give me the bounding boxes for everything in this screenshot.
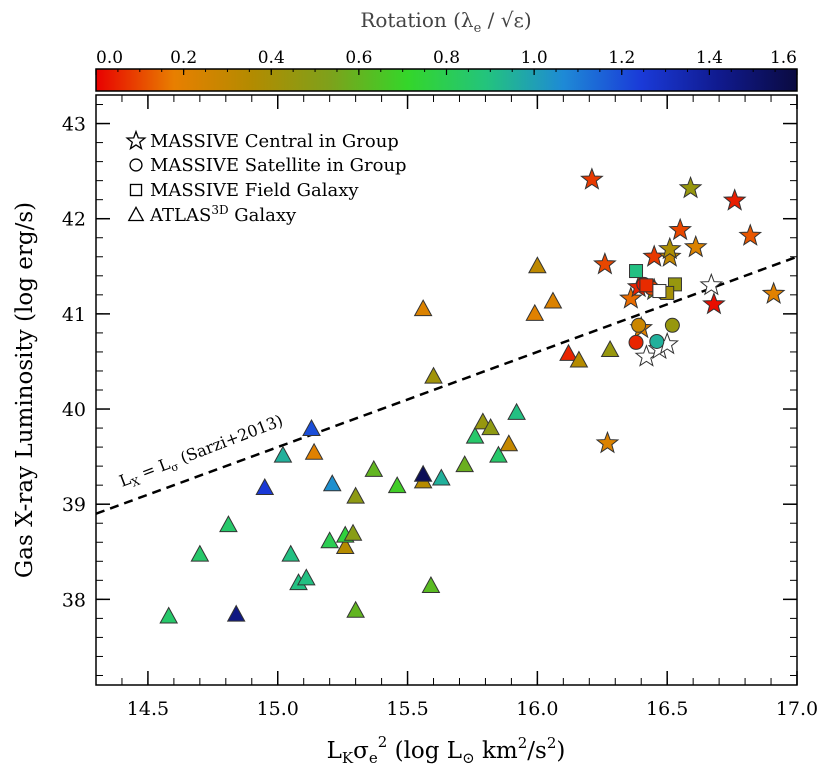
x-tick-label: 16.0	[516, 698, 558, 720]
point-star	[668, 217, 692, 241]
point-star	[738, 223, 763, 246]
point-triangle	[320, 531, 340, 549]
legend: MASSIVE Central in Group MASSIVE Satelli…	[125, 129, 407, 226]
x-tick-label: 14.5	[127, 698, 169, 720]
point-star	[580, 167, 604, 190]
x-tick-label: 15.0	[257, 698, 299, 720]
point-triangle	[273, 445, 293, 463]
point-triangle	[304, 442, 324, 460]
y-tick-label: 42	[62, 209, 86, 231]
point-star	[657, 244, 682, 267]
point-triangle	[302, 418, 321, 437]
point-triangle	[335, 536, 355, 555]
colorbar-tick-label: 0.8	[433, 48, 460, 68]
point-triangle	[322, 474, 342, 492]
point-circle	[649, 333, 665, 349]
point-triangle	[499, 434, 519, 452]
point-triangle	[413, 464, 433, 482]
point-triangle	[190, 544, 210, 562]
point-triangle	[543, 291, 563, 309]
legend-label-field: MASSIVE Field Galaxy	[150, 180, 359, 201]
point-triangle	[528, 256, 547, 274]
colorbar-tick-label: 1.4	[696, 48, 723, 68]
x-tick-label: 15.5	[386, 698, 428, 720]
legend-label-central: MASSIVE Central in Group	[150, 131, 399, 152]
point-triangle	[387, 476, 407, 494]
data-points	[159, 167, 786, 624]
y-tick-label: 39	[62, 494, 86, 516]
point-triangle	[346, 600, 365, 618]
point-triangle	[431, 468, 451, 486]
point-triangle	[481, 418, 500, 436]
x-axis-title: LKσe2 (log L⊙ km2/s2)	[327, 733, 566, 767]
point-star	[702, 291, 726, 315]
colorbar-tick-label: 0.6	[345, 48, 372, 68]
point-triangle	[346, 486, 365, 504]
point-triangle	[281, 544, 301, 562]
legend-marker-square	[129, 183, 143, 197]
y-axis-title: Gas X-ray Luminosity (log erg/s)	[12, 202, 38, 578]
point-circle	[631, 317, 647, 333]
point-star	[722, 188, 747, 211]
legend-label-satellite: MASSIVE Satellite in Group	[150, 155, 407, 176]
legend-marker-triangle	[127, 205, 145, 222]
point-star	[761, 281, 786, 304]
point-star	[657, 236, 682, 260]
point-triangle	[413, 299, 433, 317]
point-triangle	[159, 606, 179, 624]
point-triangle	[343, 523, 363, 541]
colorbar-tick-label: 0.2	[170, 48, 197, 68]
point-triangle	[507, 402, 526, 420]
point-circle	[628, 334, 644, 350]
colorbar-title: Rotation (λe / √ε)	[360, 8, 531, 36]
point-square	[639, 278, 654, 293]
y-tick-label: 43	[62, 114, 86, 136]
legend-marker-circle	[129, 158, 143, 172]
colorbar-tick-label: 0.4	[258, 48, 285, 68]
colorbar-tick-label: 1.6	[770, 48, 797, 68]
x-tick-label: 16.5	[646, 698, 688, 720]
colorbar-tick-label: 1.2	[608, 48, 635, 68]
point-star	[678, 175, 703, 199]
point-triangle	[600, 339, 620, 358]
legend-marker-star	[125, 129, 147, 151]
point-triangle	[455, 455, 475, 473]
point-triangle	[226, 604, 246, 622]
legend-markers	[125, 129, 147, 222]
point-triangle	[364, 459, 384, 477]
colorbar-tick-label: 0.0	[96, 48, 123, 68]
point-triangle	[421, 575, 441, 594]
point-square	[629, 264, 644, 279]
point-triangle	[255, 477, 275, 496]
axis-ticks: 14.5 15.0 15.5 16.0 16.5 17.0 38 39 40 41 42 43	[62, 95, 818, 720]
sarzi-relation-line	[96, 255, 797, 515]
point-star	[595, 430, 620, 454]
point-triangle	[569, 350, 589, 368]
point-star	[619, 286, 643, 309]
point-triangle	[424, 366, 443, 384]
point-triangle	[219, 515, 238, 533]
point-square	[652, 284, 667, 299]
x-tick-label: 17.0	[776, 698, 818, 720]
y-tick-label: 38	[62, 589, 86, 611]
colorbar-tick-label: 1.0	[521, 48, 548, 68]
colorbar-ticks: 0.0 0.2 0.4 0.6 0.8 1.0 1.2 1.4 1.6	[95, 48, 798, 75]
point-star	[683, 234, 708, 258]
point-triangle	[465, 426, 485, 444]
point-triangle	[559, 343, 578, 361]
point-circle	[664, 317, 680, 333]
point-triangle	[296, 568, 316, 586]
y-tick-label: 40	[62, 399, 86, 421]
point-triangle	[489, 445, 508, 463]
legend-label-atlas: ATLAS3D Galaxy	[149, 203, 297, 226]
relation-label: LX = Lσ (Sarzi+2013)	[117, 411, 287, 494]
point-star	[593, 251, 617, 275]
y-tick-label: 41	[62, 304, 86, 326]
point-star	[699, 272, 724, 296]
point-triangle	[525, 303, 545, 321]
